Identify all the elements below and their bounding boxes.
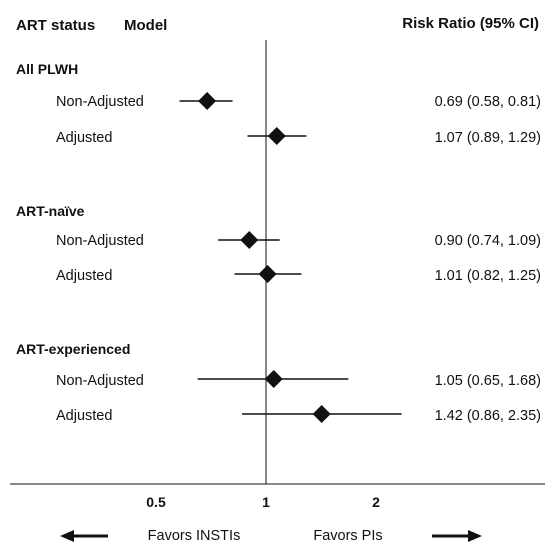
row-label: Adjusted [56,130,112,146]
favors-left-label: Favors INSTIs [148,528,241,544]
row-label: Adjusted [56,268,112,284]
favors-right-label: Favors PIs [313,528,382,544]
point-estimate-diamond [258,265,277,283]
group-label-all-plwh: All PLWH [16,61,78,77]
point-estimate-diamond [312,405,331,423]
estimate-label: 1.42 (0.86, 2.35) [435,408,541,424]
x-tick-label: 2 [372,494,380,510]
header-estimate: Risk Ratio (95% CI) [402,15,539,32]
x-tick-label: 1 [262,494,270,510]
right-arrow-icon [432,530,482,542]
left-arrow-icon [60,530,108,542]
header-model: Model [124,17,167,34]
point-estimate-diamond [264,370,283,388]
row-label: Non-Adjusted [56,373,144,389]
row-label: Non-Adjusted [56,233,144,249]
estimate-label: 1.07 (0.89, 1.29) [435,130,541,146]
estimate-label: 1.01 (0.82, 1.25) [435,268,541,284]
estimate-label: 0.69 (0.58, 0.81) [435,94,541,110]
point-estimate-diamond [267,127,286,145]
row-label: Adjusted [56,408,112,424]
estimate-label: 0.90 (0.74, 1.09) [435,233,541,249]
forest-marks [179,92,402,423]
estimate-label: 1.05 (0.65, 1.68) [435,373,541,389]
point-estimate-diamond [198,92,217,110]
header-group: ART status [16,17,95,34]
row-label: Non-Adjusted [56,94,144,110]
point-estimate-diamond [240,231,259,249]
x-tick-label: 0.5 [146,494,166,510]
group-label-art-naive: ART-naïve [16,203,85,219]
group-label-art-experienced: ART-experienced [16,341,130,357]
